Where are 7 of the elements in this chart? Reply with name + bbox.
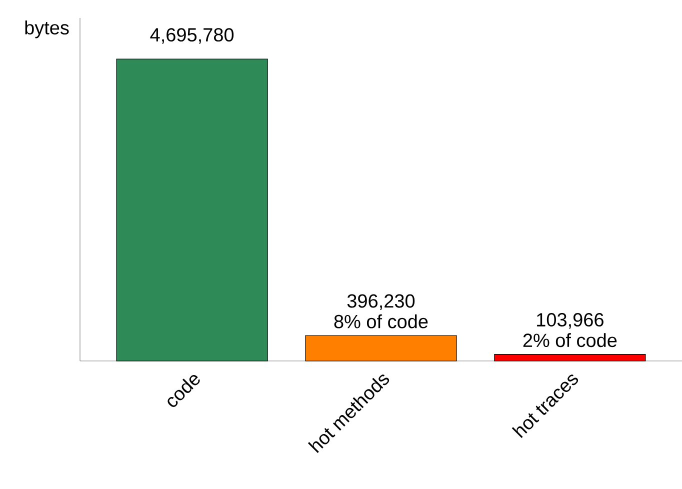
data-label: 4,695,780 [150, 28, 234, 44]
annotation: 2% of code [523, 333, 617, 348]
y-axis-title: bytes [25, 20, 69, 38]
data-label: 396,230 [347, 294, 415, 310]
data-label: 103,966 [537, 313, 604, 329]
annotation: 8% of code [334, 314, 428, 328]
x-tick-label: code [168, 375, 200, 407]
